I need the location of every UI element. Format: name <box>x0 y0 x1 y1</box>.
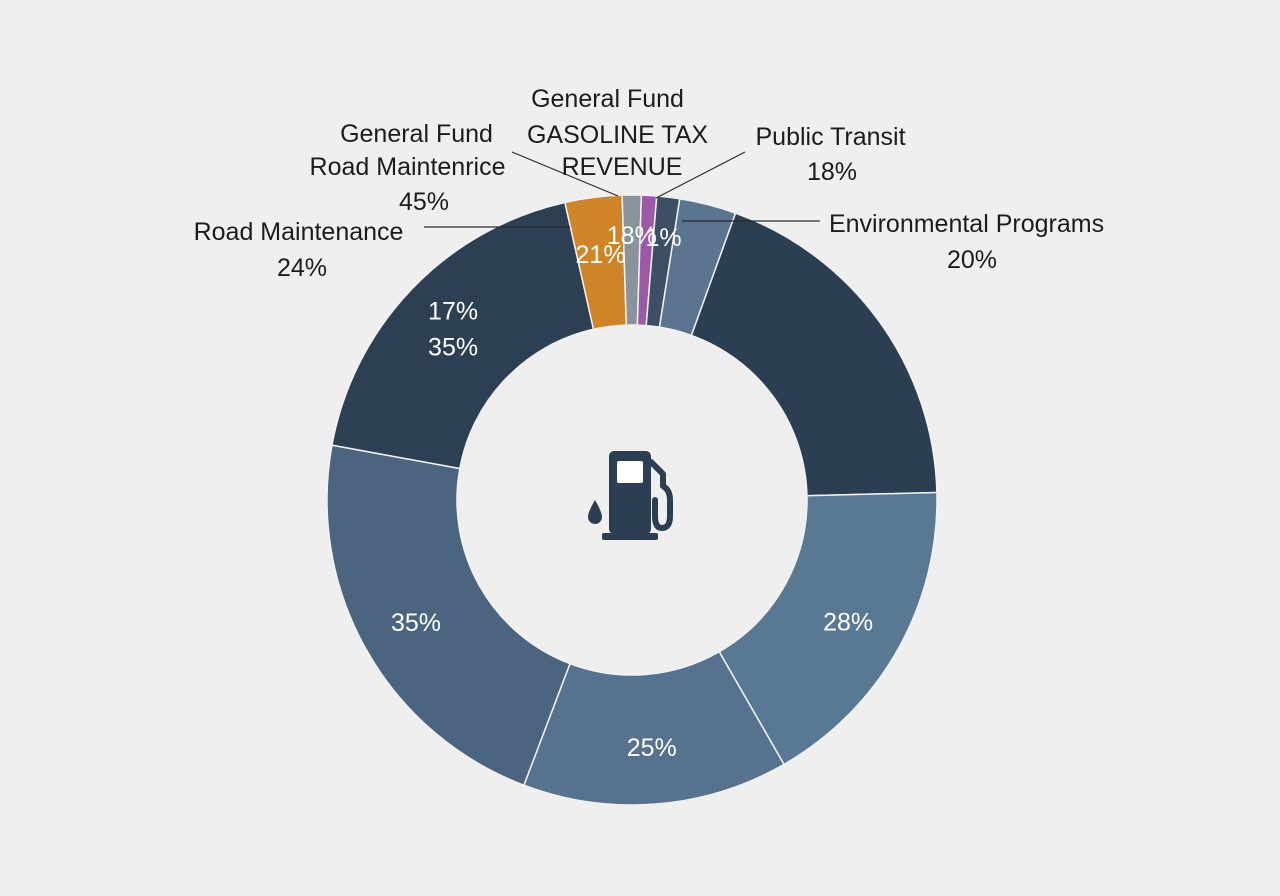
donut-slice-1 <box>690 212 938 497</box>
annotation-environmental-programs-line-2: 20% <box>947 246 997 274</box>
annotation-road-maintenance-line-2: 24% <box>277 254 327 282</box>
donut-slice-5 <box>331 201 595 470</box>
annotation-environmental-programs-line-1: Environmental Programs <box>829 210 1104 238</box>
annotation-general-fund-road-line-2: Road Maintenrice <box>310 153 506 181</box>
donut-slice-4 <box>326 444 571 787</box>
slice-label-5-line-0: 17% <box>428 297 478 325</box>
annotation-general-fund-road: General Fund Road Maintenrice 45% <box>310 120 513 216</box>
annotation-gasoline-tax: General Fund GASOLINE TAX REVENUE <box>527 85 715 181</box>
annotation-public-transit-line-1: Public Transit <box>755 123 905 151</box>
annotation-general-fund-road-line-3: 45% <box>399 188 449 216</box>
slice-label-5: 17% 35% <box>428 297 478 361</box>
donut-slice-2 <box>718 491 938 766</box>
annotation-gasoline-tax-line-1: General Fund <box>531 85 684 113</box>
annotation-public-transit: Public Transit 18% <box>755 123 912 186</box>
annotation-environmental-programs: Environmental Programs 20% <box>829 210 1111 274</box>
annotation-road-maintenance-line-1: Road Maintenance <box>194 218 404 246</box>
slice-label-4-line-0: 35% <box>391 609 441 637</box>
slice-label-4: 35% <box>391 609 441 637</box>
leader-line-gasoline-tax <box>511 151 619 197</box>
annotation-gasoline-tax-line-3: REVENUE <box>562 153 683 181</box>
slice-label-6: 21% <box>576 241 626 269</box>
slice-label-3: 25% <box>627 734 677 762</box>
slice-label-6-line-0: 21% <box>576 241 626 269</box>
slice-label-2: 28% <box>823 609 873 637</box>
annotation-gasoline-tax-line-2: GASOLINE TAX <box>527 121 708 149</box>
annotation-road-maintenance: Road Maintenance 24% <box>194 218 411 282</box>
leader-line-public-transit <box>655 151 746 199</box>
annotation-public-transit-line-2: 18% <box>807 158 857 186</box>
slice-label-7-line-0: 18% <box>607 222 657 250</box>
slice-labels-group: 28%25%35%17% 35%21%18%1% <box>391 222 873 762</box>
slice-label-9-line-0: 1% <box>645 224 681 252</box>
gas-pump-icon <box>588 451 673 540</box>
annotation-general-fund-road-line-1: General Fund <box>340 120 493 148</box>
slice-label-3-line-0: 25% <box>627 734 677 762</box>
slice-label-2-line-0: 28% <box>823 609 873 637</box>
slice-label-5-line-1: 35% <box>428 333 478 361</box>
donut-slice-9 <box>645 195 681 329</box>
slice-label-9: 1% <box>645 224 681 252</box>
slices-group <box>326 194 938 806</box>
slice-label-7: 18% <box>607 222 657 250</box>
